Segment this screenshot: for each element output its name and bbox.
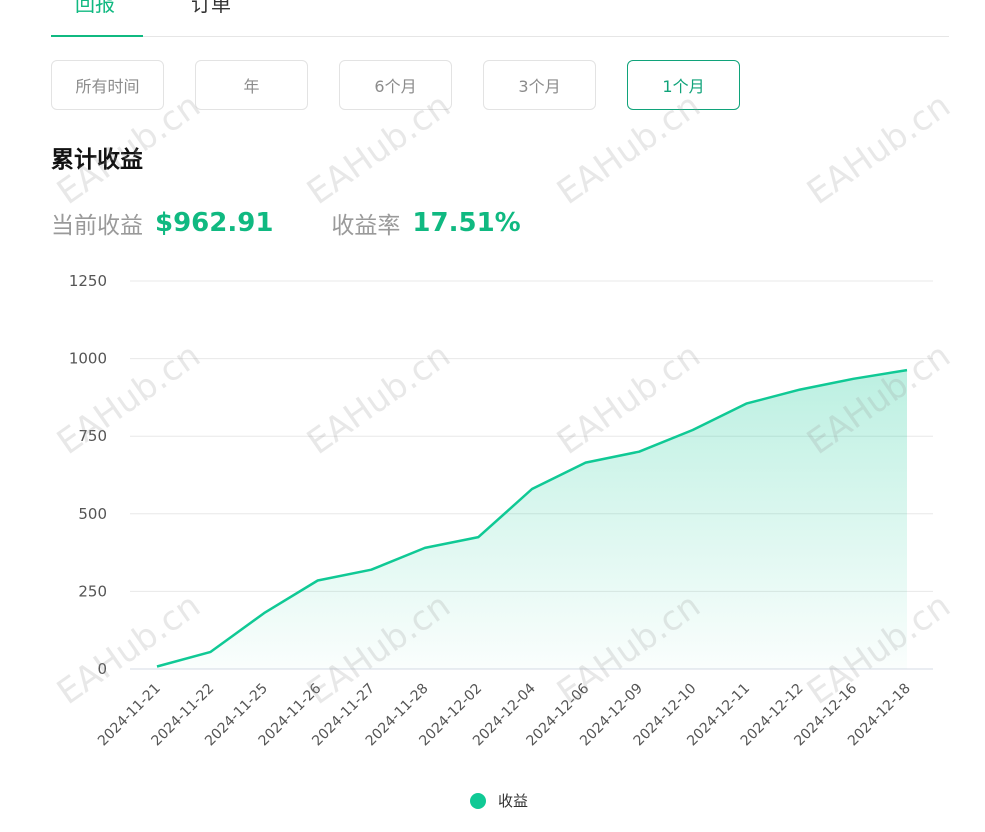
range-1-month-button[interactable]: 1个月 xyxy=(627,60,740,110)
chart-title: 累计收益 xyxy=(51,147,143,173)
tab-orders[interactable]: 订单 xyxy=(191,0,231,16)
series-area xyxy=(157,370,907,669)
y-tick-label: 500 xyxy=(78,505,107,523)
current-profit-label: 当前收益 xyxy=(51,213,143,239)
y-tick-label: 750 xyxy=(78,427,107,445)
stats-row: 当前收益 $962.91 收益率 17.51% xyxy=(51,205,579,241)
active-tab-indicator xyxy=(51,35,143,37)
y-tick-label: 1000 xyxy=(69,350,107,368)
tab-returns[interactable]: 回报 xyxy=(75,0,115,16)
range-all-time-button[interactable]: 所有时间 xyxy=(51,60,164,110)
profit-rate-label: 收益率 xyxy=(331,213,401,239)
y-tick-label: 1250 xyxy=(69,272,107,290)
cumulative-profit-chart: 0250500750100012502024-11-212024-11-2220… xyxy=(69,272,933,749)
range-3-months-button[interactable]: 3个月 xyxy=(483,60,596,110)
legend-label: 收益 xyxy=(498,792,529,810)
legend-marker xyxy=(470,792,486,809)
current-profit-value: $962.91 xyxy=(155,208,274,238)
y-tick-label: 0 xyxy=(97,660,107,678)
profit-rate-value: 17.51% xyxy=(412,208,521,238)
tab-bar: 回报 订单 xyxy=(51,0,949,37)
watermark-text: EAHub.cn xyxy=(800,85,958,213)
range-year-button[interactable]: 年 xyxy=(195,60,308,110)
chart-legend[interactable]: 收益 xyxy=(470,790,528,811)
range-6-months-button[interactable]: 6个月 xyxy=(339,60,452,110)
series-line xyxy=(156,368,908,668)
y-tick-label: 250 xyxy=(78,582,107,600)
